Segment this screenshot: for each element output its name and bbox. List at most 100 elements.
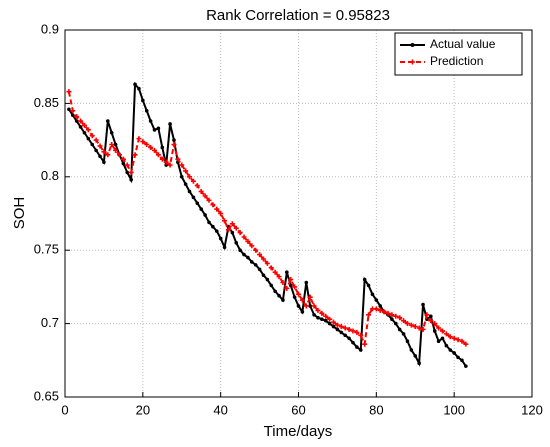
marker xyxy=(432,329,437,333)
marker xyxy=(307,294,313,300)
marker xyxy=(253,247,259,253)
marker xyxy=(245,238,251,244)
marker xyxy=(148,144,154,150)
marker xyxy=(82,130,87,135)
legend-box xyxy=(394,32,523,76)
marker xyxy=(124,162,130,168)
marker xyxy=(397,327,402,332)
marker xyxy=(152,128,157,132)
marker xyxy=(277,293,281,298)
marker xyxy=(86,136,91,141)
marker xyxy=(288,283,293,288)
marker xyxy=(120,156,126,162)
marker xyxy=(179,162,185,168)
marker xyxy=(128,169,134,175)
x-axis-label: Time/days xyxy=(264,423,333,440)
marker xyxy=(288,277,294,283)
marker xyxy=(460,358,464,363)
marker xyxy=(350,328,356,334)
marker xyxy=(362,277,367,282)
legend: Actual value Prediction xyxy=(394,32,523,76)
marker xyxy=(66,89,72,95)
marker xyxy=(160,145,165,150)
marker xyxy=(137,86,141,91)
marker xyxy=(125,170,130,175)
marker xyxy=(351,340,355,345)
marker xyxy=(366,312,372,318)
marker xyxy=(409,348,414,352)
x-tick-label: 60 xyxy=(291,402,305,417)
marker xyxy=(401,332,406,336)
marker xyxy=(385,310,391,316)
marker xyxy=(420,326,426,332)
marker xyxy=(354,329,360,335)
marker xyxy=(90,142,95,147)
marker xyxy=(78,118,84,124)
marker xyxy=(175,156,181,162)
marker xyxy=(164,163,168,167)
marker xyxy=(327,316,333,322)
marker xyxy=(459,338,465,344)
marker xyxy=(455,337,461,343)
marker xyxy=(312,312,316,317)
marker xyxy=(397,315,403,321)
y-tick-label: 0.65 xyxy=(34,388,59,403)
marker xyxy=(377,307,383,313)
marker xyxy=(101,149,107,155)
marker xyxy=(140,139,146,145)
marker xyxy=(187,174,193,180)
marker xyxy=(370,292,375,297)
marker xyxy=(285,270,289,275)
marker xyxy=(211,224,215,229)
marker xyxy=(89,133,95,139)
marker xyxy=(443,331,449,337)
marker xyxy=(316,315,320,320)
y-tick-label: 0.8 xyxy=(41,168,59,183)
marker xyxy=(257,252,263,258)
y-tick-label: 0.7 xyxy=(41,315,59,330)
marker xyxy=(338,324,344,330)
marker xyxy=(257,267,262,272)
marker xyxy=(343,333,348,338)
marker xyxy=(206,197,212,203)
marker xyxy=(319,310,325,316)
marker xyxy=(172,138,176,142)
marker xyxy=(144,108,149,113)
series xyxy=(67,81,468,368)
marker xyxy=(436,325,442,331)
marker xyxy=(335,327,340,332)
marker xyxy=(190,178,196,184)
marker xyxy=(97,143,103,149)
marker xyxy=(167,162,173,168)
marker xyxy=(463,341,469,347)
x-tick-label: 100 xyxy=(443,402,465,417)
marker xyxy=(218,211,224,216)
marker xyxy=(296,304,301,308)
marker xyxy=(109,130,114,135)
series xyxy=(66,89,469,348)
marker xyxy=(303,303,309,309)
marker xyxy=(408,322,414,328)
marker xyxy=(260,256,266,262)
marker xyxy=(308,304,312,308)
legend-label: Prediction xyxy=(430,54,483,68)
marker xyxy=(78,125,83,129)
marker xyxy=(222,218,228,224)
legend-marker xyxy=(410,43,415,47)
marker xyxy=(105,152,111,158)
marker xyxy=(451,335,457,341)
marker xyxy=(144,142,150,148)
marker xyxy=(203,213,207,217)
marker xyxy=(389,312,395,318)
marker xyxy=(436,339,441,344)
marker xyxy=(246,255,250,260)
marker xyxy=(106,119,110,123)
marker xyxy=(300,310,305,314)
marker xyxy=(229,221,235,227)
marker xyxy=(81,122,87,128)
marker xyxy=(222,245,227,250)
marker xyxy=(179,175,184,179)
marker xyxy=(70,113,75,117)
marker xyxy=(156,126,161,131)
marker xyxy=(121,161,126,166)
